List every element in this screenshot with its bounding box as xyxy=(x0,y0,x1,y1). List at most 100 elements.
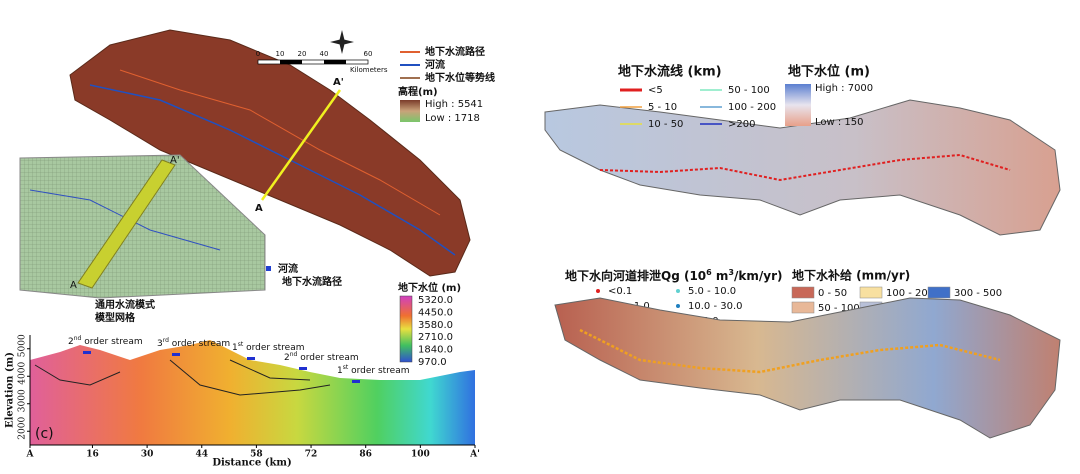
scale-bar xyxy=(280,60,302,64)
legend-title: 地下水补给 (mm/yr) xyxy=(792,268,910,283)
x-tick-label: A' xyxy=(469,450,480,460)
y-axis-label: Elevation (m) xyxy=(5,352,16,428)
flow-path xyxy=(119,69,441,216)
discharge-line xyxy=(579,328,1001,374)
y-tick-label: 4000 xyxy=(18,362,28,385)
legend-swatch xyxy=(927,286,951,299)
colorbar-title: 地下水位 (m) xyxy=(398,281,461,294)
stream-label-part: 3 xyxy=(157,339,163,349)
legend-label: 5.0 - 10.0 xyxy=(688,286,736,297)
legend-title: 高程(m) xyxy=(398,85,438,98)
legend-swatch xyxy=(791,286,815,299)
stream-label-part: order stream xyxy=(169,339,230,349)
scale-bar xyxy=(324,60,346,64)
flow-line xyxy=(599,153,1011,182)
stream-label-part: rd xyxy=(163,337,169,344)
legend-label: Low : 1718 xyxy=(425,113,480,124)
legend-swatch xyxy=(859,286,883,299)
x-tick-label: 100 xyxy=(411,450,430,460)
scale-unit: Kilometers xyxy=(350,66,388,74)
x-tick-label: 30 xyxy=(141,450,154,460)
colorbar-label: 970.0 xyxy=(418,357,447,368)
colorbar-label: 3580.0 xyxy=(418,320,453,331)
panel-label: (c) xyxy=(35,426,54,442)
scale-label: 10 xyxy=(276,50,285,58)
flowline-map xyxy=(544,99,1061,236)
x-axis-label: Distance (km) xyxy=(212,458,291,469)
legend-label: 100 - 200 xyxy=(728,102,776,113)
scale-bar xyxy=(257,59,369,65)
legend-gradient xyxy=(785,84,811,126)
x-tick-label: A xyxy=(26,450,35,460)
legend-label: 河流 xyxy=(278,262,298,275)
legend-swatch xyxy=(676,289,680,293)
legend-label: 地下水流路径 xyxy=(282,275,342,288)
caption: 通用水流模式 xyxy=(95,298,155,311)
stream-label-part: nd xyxy=(74,335,82,342)
legend-label: 300 - 500 xyxy=(954,288,1002,299)
legend-label: 地下水位等势线 xyxy=(425,71,495,84)
stream-marker xyxy=(83,351,91,354)
stream-marker xyxy=(299,367,307,370)
y-tick-label: 3000 xyxy=(18,389,28,412)
stream-label-part: order stream xyxy=(348,366,409,376)
legend-label: 10.0 - 30.0 xyxy=(688,301,743,312)
stream-label: 2nd order stream xyxy=(68,335,143,347)
caption: 模型网格 xyxy=(95,311,136,324)
legend-label: >200 xyxy=(728,119,755,130)
stream-label-part: order stream xyxy=(81,337,142,347)
y-tick-label: 2000 xyxy=(18,417,28,440)
section-plane xyxy=(77,159,176,289)
elevation-map xyxy=(69,29,471,277)
stream-label-part: 2 xyxy=(68,337,74,347)
scale-label: 40 xyxy=(320,50,329,58)
legend-label: Low : 150 xyxy=(815,117,864,128)
stream-label-part: st xyxy=(343,364,349,371)
legend-label: <5 xyxy=(648,85,663,96)
label: A xyxy=(70,280,77,291)
stream-label-part: 1 xyxy=(232,343,238,353)
stream-marker xyxy=(352,380,360,383)
legend-label: 地下水流路径 xyxy=(425,45,485,58)
river xyxy=(29,189,221,251)
legend-swatch xyxy=(266,266,271,271)
x-tick-label: 72 xyxy=(305,450,318,460)
legend-label: 0 - 50 xyxy=(818,288,847,299)
scale-label: 0 xyxy=(256,50,260,58)
river xyxy=(89,84,456,256)
stream-label: 1st order stream xyxy=(232,341,304,353)
stream-label-part: order stream xyxy=(297,353,358,363)
x-tick-label: 44 xyxy=(195,450,208,460)
label: A' xyxy=(333,77,344,88)
label: A xyxy=(255,203,263,214)
scale-label: 20 xyxy=(298,50,307,58)
legend-label: 100 - 200 xyxy=(886,288,934,299)
stream-label-part: order stream xyxy=(243,343,304,353)
north-arrow xyxy=(330,30,354,54)
y-tick-label: 5000 xyxy=(18,334,28,357)
stream-label-part: 1 xyxy=(337,366,343,376)
scale-label: 60 xyxy=(364,50,373,58)
legend-swatch xyxy=(596,289,600,293)
cross-section xyxy=(30,340,475,445)
stream-label-part: 2 xyxy=(284,353,290,363)
legend-swatch xyxy=(676,304,680,308)
legend-label: High : 5541 xyxy=(425,99,483,110)
stream-label: 2nd order stream xyxy=(284,351,359,363)
legend-gradient xyxy=(400,100,420,122)
stream-label: 1st order stream xyxy=(337,364,409,376)
stream-marker xyxy=(247,357,255,360)
label: A' xyxy=(170,155,180,166)
colorbar-label: 4450.0 xyxy=(418,307,453,318)
legend-label: 50 - 100 xyxy=(728,85,770,96)
colorbar-label: 2710.0 xyxy=(418,332,453,343)
x-tick-label: 16 xyxy=(86,450,99,460)
flow-path xyxy=(34,364,121,386)
colorbar xyxy=(399,295,413,363)
legend-label: 10 - 50 xyxy=(648,119,683,130)
legend-label: 河流 xyxy=(425,58,445,71)
stream-label-part: nd xyxy=(290,351,298,358)
legend-label: 50 - 100 xyxy=(818,303,860,314)
legend-swatch xyxy=(791,301,815,314)
